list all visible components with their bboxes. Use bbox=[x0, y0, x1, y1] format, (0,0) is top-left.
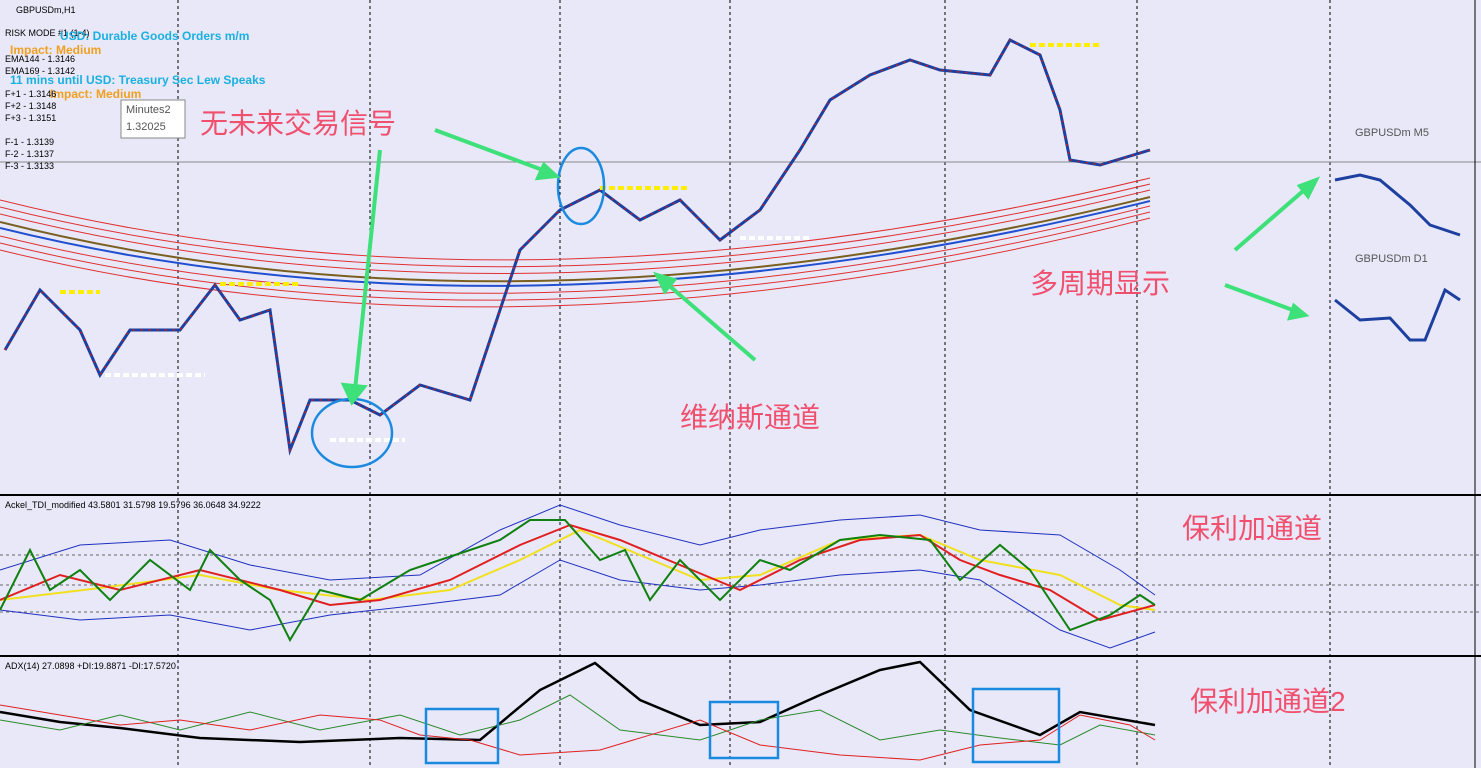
annotation: 保利加通道2 bbox=[1190, 686, 1346, 717]
tooltip-value: 1.32025 bbox=[126, 121, 166, 133]
level: F+1 - 1.3146 bbox=[5, 89, 57, 99]
annotation: 保利加通道 bbox=[1182, 513, 1323, 544]
ema: EMA169 - 1.3142 bbox=[5, 66, 76, 76]
ema: EMA144 - 1.3146 bbox=[5, 54, 76, 64]
tooltip-title: Minutes2 bbox=[126, 104, 171, 116]
impact: Impact: Medium bbox=[10, 43, 102, 57]
level: F-2 - 1.3137 bbox=[5, 149, 55, 159]
news: USD: Durable Goods Orders m/m bbox=[60, 29, 250, 43]
mini-chart-title: GBPUSDm D1 bbox=[1355, 253, 1428, 265]
level: F+3 - 1.3151 bbox=[5, 113, 57, 123]
indicator-label: Ackel_TDI_modified 43.5801 31.5798 19.57… bbox=[5, 500, 261, 510]
annotation: 多周期显示 bbox=[1030, 268, 1171, 299]
level: F-3 - 1.3133 bbox=[5, 161, 55, 171]
risk-mode: RISK MODE #1 (1-4) bbox=[5, 28, 90, 38]
level: F+2 - 1.3148 bbox=[5, 101, 57, 111]
annotation: 维纳斯通道 bbox=[680, 402, 821, 433]
indicator-label: ADX(14) 27.0898 +DI:19.8871 -DI:17.5720 bbox=[5, 661, 176, 671]
symbol: GBPUSDm,H1 bbox=[16, 5, 76, 15]
news: 11 mins until USD: Treasury Sec Lew Spea… bbox=[10, 73, 266, 87]
impact: Impact: Medium bbox=[50, 87, 142, 101]
annotation: 无未来交易信号 bbox=[200, 108, 397, 139]
level: F-1 - 1.3139 bbox=[5, 137, 55, 147]
mini-chart-title: GBPUSDm M5 bbox=[1355, 127, 1429, 139]
